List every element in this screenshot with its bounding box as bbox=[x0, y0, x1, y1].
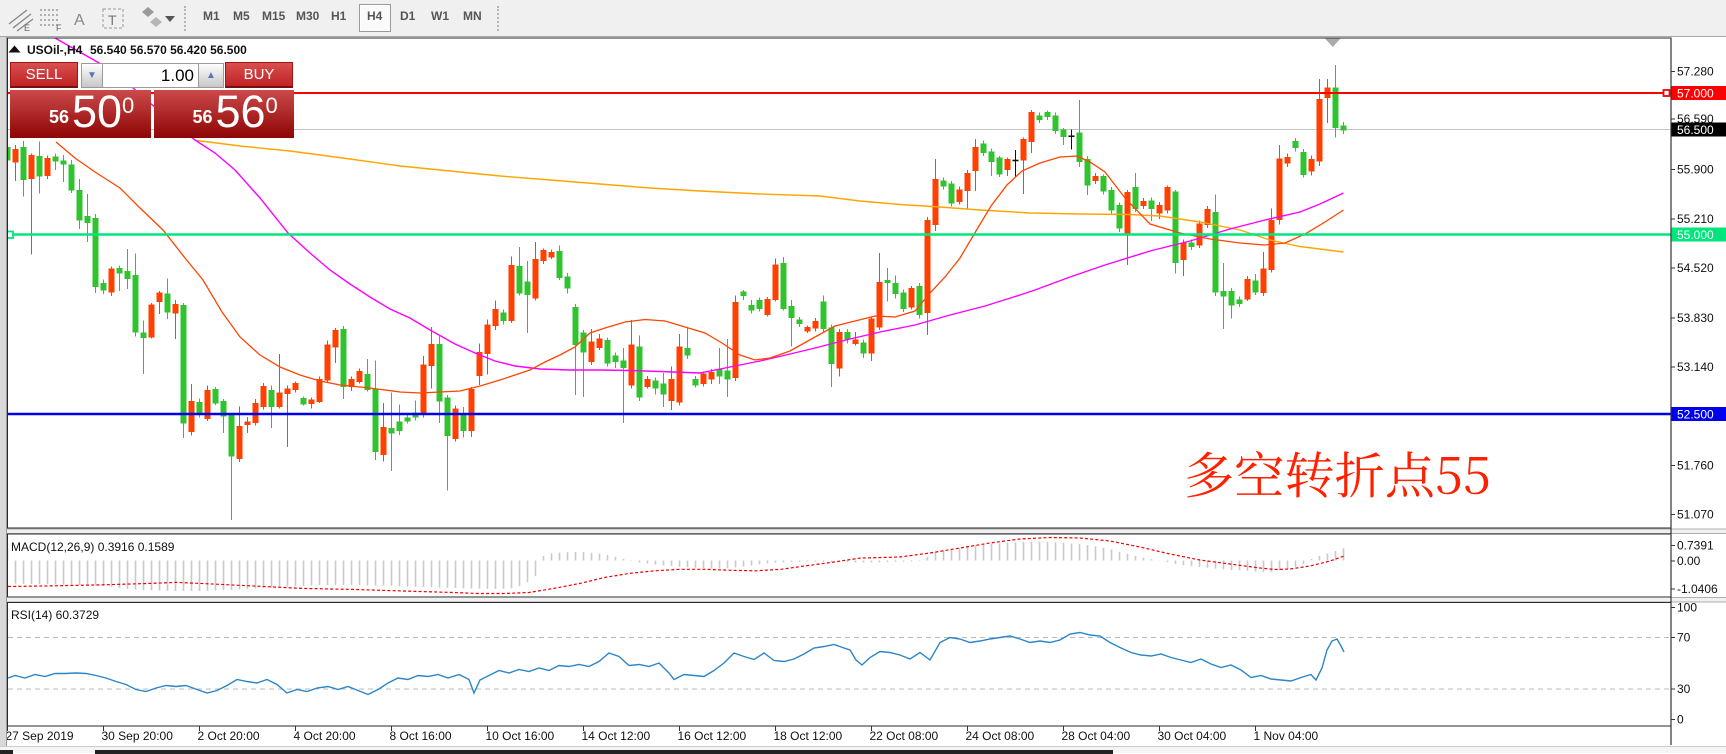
svg-text:2 Oct 20:00: 2 Oct 20:00 bbox=[198, 729, 260, 743]
svg-text:1 Nov 04:00: 1 Nov 04:00 bbox=[1254, 729, 1319, 743]
svg-text:22 Oct 08:00: 22 Oct 08:00 bbox=[870, 729, 939, 743]
svg-text:56.540 56.570 56.420 56.500: 56.540 56.570 56.420 56.500 bbox=[90, 43, 247, 57]
svg-text:53.830: 53.830 bbox=[1677, 311, 1714, 325]
svg-text:70: 70 bbox=[1677, 631, 1691, 645]
svg-text:100: 100 bbox=[1677, 601, 1697, 615]
svg-text:0.7391: 0.7391 bbox=[1677, 539, 1714, 553]
svg-text:0.00: 0.00 bbox=[1677, 554, 1701, 568]
svg-text:E: E bbox=[24, 23, 30, 33]
svg-text:30 Oct 04:00: 30 Oct 04:00 bbox=[1158, 729, 1227, 743]
svg-text:8 Oct 16:00: 8 Oct 16:00 bbox=[390, 729, 452, 743]
svg-text:51.760: 51.760 bbox=[1677, 459, 1714, 473]
svg-text:4 Oct 20:00: 4 Oct 20:00 bbox=[294, 729, 356, 743]
svg-text:RSI(14) 60.3729: RSI(14) 60.3729 bbox=[11, 608, 99, 622]
svg-text:-1.0406: -1.0406 bbox=[1677, 582, 1718, 596]
svg-text:30: 30 bbox=[1677, 682, 1691, 696]
svg-text:14 Oct 12:00: 14 Oct 12:00 bbox=[582, 729, 651, 743]
svg-text:F: F bbox=[56, 23, 62, 33]
svg-text:27 Sep 2019: 27 Sep 2019 bbox=[6, 729, 74, 743]
svg-text:18 Oct 12:00: 18 Oct 12:00 bbox=[774, 729, 843, 743]
svg-text:T: T bbox=[108, 12, 117, 28]
svg-text:54.520: 54.520 bbox=[1677, 261, 1714, 275]
svg-text:55.210: 55.210 bbox=[1677, 212, 1714, 226]
svg-text:24 Oct 08:00: 24 Oct 08:00 bbox=[966, 729, 1035, 743]
svg-text:56.500: 56.500 bbox=[1677, 123, 1714, 137]
svg-text:30 Sep 20:00: 30 Sep 20:00 bbox=[102, 729, 174, 743]
svg-text:16 Oct 12:00: 16 Oct 12:00 bbox=[678, 729, 747, 743]
svg-text:MACD(12,26,9) 0.3916 0.1589: MACD(12,26,9) 0.3916 0.1589 bbox=[11, 540, 175, 554]
svg-text:53.140: 53.140 bbox=[1677, 360, 1714, 374]
svg-text:0: 0 bbox=[1677, 713, 1684, 727]
svg-text:55.000: 55.000 bbox=[1677, 228, 1714, 242]
svg-text:A: A bbox=[74, 12, 85, 29]
svg-text:28 Oct 04:00: 28 Oct 04:00 bbox=[1062, 729, 1131, 743]
svg-text:55.900: 55.900 bbox=[1677, 163, 1714, 177]
svg-text:57.000: 57.000 bbox=[1677, 87, 1714, 101]
svg-text:USOil-,H4: USOil-,H4 bbox=[27, 43, 83, 57]
svg-text:10 Oct 16:00: 10 Oct 16:00 bbox=[486, 729, 555, 743]
svg-text:51.070: 51.070 bbox=[1677, 508, 1714, 522]
svg-text:57.280: 57.280 bbox=[1677, 65, 1714, 79]
svg-text:52.500: 52.500 bbox=[1677, 408, 1714, 422]
